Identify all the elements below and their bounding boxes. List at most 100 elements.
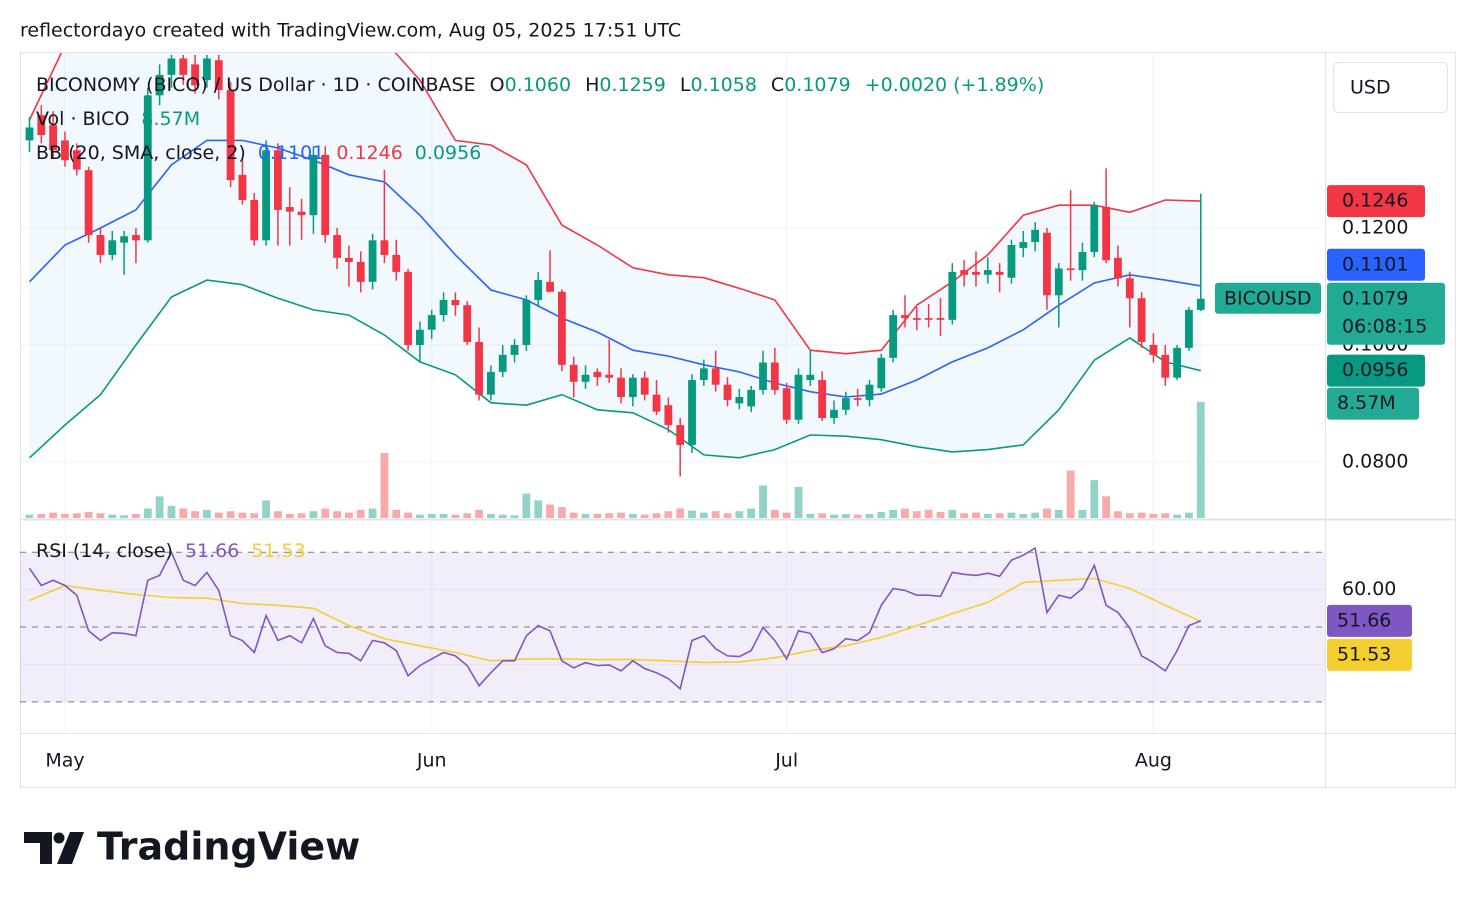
volume-bar: [546, 504, 554, 518]
candle-body: [699, 368, 708, 381]
candle-body: [818, 380, 827, 419]
volume-bar: [132, 513, 140, 518]
volume-bar: [439, 513, 448, 518]
volume-bar: [912, 511, 921, 518]
candle-body: [664, 405, 673, 426]
candle-body: [794, 374, 803, 420]
candle-body: [179, 58, 188, 75]
candle-body: [628, 377, 637, 397]
volume-bar: [356, 509, 365, 518]
candle-body: [61, 140, 69, 161]
volume-bar: [782, 512, 791, 518]
volume-bar: [747, 508, 756, 518]
candle-body: [427, 315, 436, 330]
candle-body: [1031, 229, 1040, 243]
ohlc-value: 0.1259: [599, 74, 665, 96]
volume-bar: [404, 512, 412, 518]
currency[interactable]: USD: [1350, 77, 1391, 99]
logo-dot: [53, 832, 65, 844]
candle-body: [841, 398, 850, 410]
volume-bar: [274, 511, 282, 518]
volume-bar: [806, 513, 815, 518]
volume-bar: [345, 512, 353, 518]
candle-body: [1161, 354, 1170, 378]
volume-bar: [392, 509, 401, 518]
candle-body: [380, 240, 389, 255]
bb-lower-badge-text: 0.0956: [1342, 359, 1408, 381]
volume-bar: [321, 508, 330, 518]
volume-bar: [818, 513, 827, 518]
volume-bar: [995, 513, 1004, 518]
volume-bar: [427, 513, 436, 518]
candle-body: [167, 58, 176, 75]
volume-bar: [1149, 513, 1158, 518]
volume-bar: [676, 508, 685, 518]
candle-body: [132, 235, 140, 241]
candle-body: [1090, 205, 1099, 253]
volume-bar: [61, 513, 69, 518]
candle-body: [936, 318, 945, 320]
brand: TradingView: [97, 825, 360, 869]
candle-body: [688, 380, 696, 445]
volume-bar: [640, 514, 649, 518]
candle-body: [759, 362, 767, 390]
countdown: 06:08:15: [1342, 315, 1427, 337]
candle-body: [522, 299, 531, 345]
volume-bar: [581, 513, 590, 518]
candle-body: [948, 271, 957, 320]
bb-basis-value: 0.1101: [258, 142, 324, 164]
ohlc-value: 0.1060: [505, 74, 571, 96]
volume-bar: [1078, 509, 1087, 518]
candle-body: [84, 170, 93, 236]
volume-bar: [1066, 470, 1075, 518]
volume-bar: [96, 513, 105, 518]
bb-basis-badge: [1327, 248, 1425, 281]
candle-body: [108, 240, 117, 255]
volume-bar: [628, 513, 637, 518]
volume-bar: [25, 514, 34, 518]
candle-body: [392, 254, 401, 272]
candle-body: [120, 236, 129, 243]
ohlc-value: 0.1079: [784, 74, 850, 96]
currency-button[interactable]: [1333, 62, 1448, 113]
candle-body: [475, 342, 483, 395]
candle-body: [238, 174, 247, 200]
volume-bar: [924, 509, 933, 518]
candle-body: [1019, 242, 1028, 248]
volume-bar: [451, 514, 460, 518]
volume-bar: [1019, 513, 1028, 518]
volume-bar: [1007, 512, 1016, 518]
bb-lower-line: [28, 279, 1201, 459]
x-tick-label: May: [45, 750, 84, 772]
volume-bar: [1125, 513, 1134, 518]
rsi-ma-line: [29, 577, 1202, 664]
bb-basis-badge-text: 0.1101: [1342, 253, 1408, 275]
candle-body: [889, 315, 898, 358]
volume-badge-text: 8.57M: [1337, 392, 1396, 414]
y-tick-label: 0.0800: [1342, 450, 1408, 472]
volume-bar: [699, 512, 708, 518]
volume-bar: [877, 511, 886, 518]
candle-body: [1137, 298, 1146, 343]
candle-body: [806, 374, 815, 381]
last-price: 0.1079: [1342, 287, 1408, 309]
x-tick-label: Jun: [416, 750, 447, 772]
volume-bar: [652, 513, 661, 518]
x-tick-label: Aug: [1135, 750, 1172, 772]
candle-body: [1114, 257, 1122, 279]
bb-upper-line: [28, 53, 1201, 355]
rsi-ma-value: 51.53: [251, 540, 305, 562]
rsi-ma-badge-text: 51.53: [1337, 643, 1391, 665]
candle-body: [1149, 344, 1158, 355]
volume-bar: [214, 512, 223, 518]
rsi-line: [28, 546, 1202, 691]
volume-bar: [368, 508, 377, 518]
symbol-legend: BICONOMY (BICO) / US Dollar · 1D · COINB…: [36, 74, 1044, 96]
candle-body: [546, 281, 554, 292]
volume-bar: [1161, 513, 1170, 518]
volume-bar: [120, 515, 129, 518]
candle-body: [995, 271, 1004, 275]
candle-body: [901, 315, 909, 319]
candle-body: [593, 371, 602, 378]
volume-bar: [759, 485, 767, 518]
